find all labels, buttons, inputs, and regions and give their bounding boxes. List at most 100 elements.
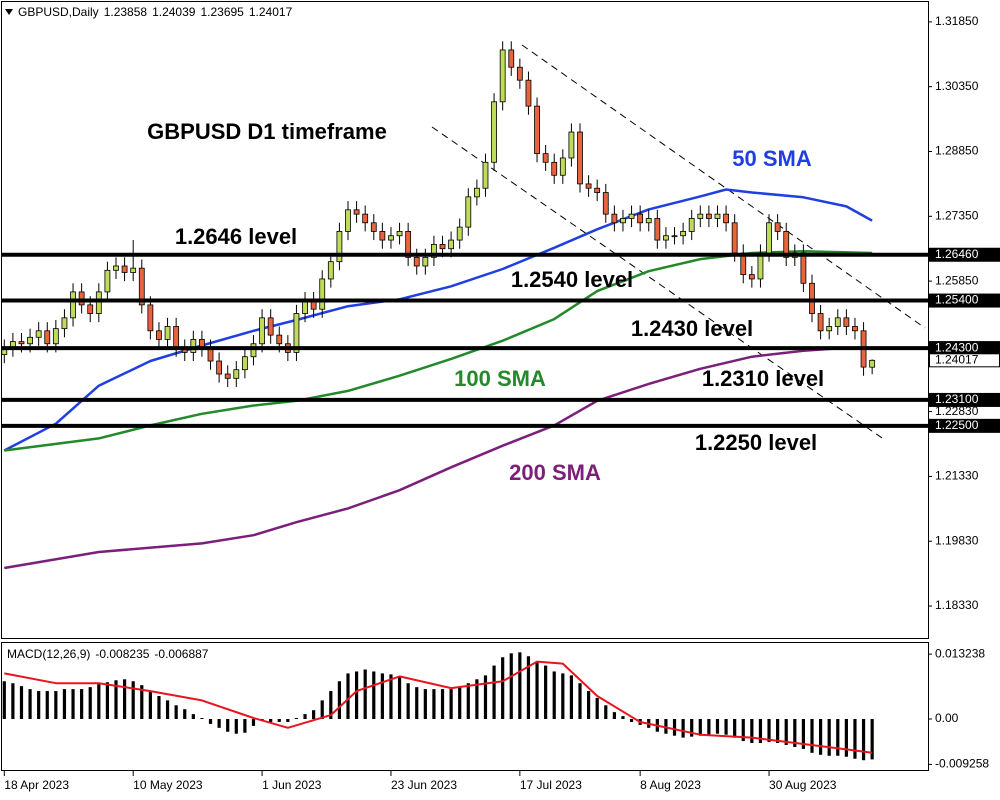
macd-bar [337,681,342,720]
candle-body [800,252,807,284]
chart-annotation: GBPUSD D1 timeframe [147,119,387,144]
sma-line [3,188,873,452]
candle-body [542,153,549,163]
macd-bar [54,691,58,720]
channel-lower [431,126,886,441]
level-price-label: 1.25400 [935,293,979,307]
level-annotation: 1.2430 level [631,316,753,341]
macd-bar [629,719,634,722]
macd-bar [114,680,118,720]
y-tick-label: 1.18330 [935,598,979,612]
candle-body [645,218,652,224]
level-price-box [929,392,1000,407]
candle-body [611,213,618,224]
candle-body [276,334,283,345]
macd-bar [140,685,144,720]
macd-bar [269,719,273,722]
candle-body [688,218,695,232]
candle-body [697,213,704,219]
macd-bar [741,719,745,742]
candle-body [465,196,472,228]
macd-bar [277,719,281,722]
macd-bar [105,682,110,720]
macd-bar [80,689,84,720]
macd-bar [62,689,67,720]
candle-body [714,213,721,219]
x-tick-label: 10 May 2023 [133,778,203,792]
macd-bar [733,719,737,738]
macd-bar [767,719,771,743]
candle-body [577,131,583,185]
candle-body [559,157,566,176]
candle-body [766,222,772,254]
candle-body [852,326,858,332]
candle-body [396,231,403,237]
candle-body [748,274,755,280]
header-value: MACD(12,26,9) [7,647,90,661]
x-tick-label: 30 Aug 2023 [769,778,837,792]
candle-body [491,101,497,163]
macd-bar [11,683,15,720]
macd-bar [690,719,694,737]
frames [1,1,929,771]
macd-bar [380,673,384,720]
macd-bar [312,710,316,720]
header-value: 1.23695 [200,5,244,19]
macd-bar [226,719,230,732]
sma-line [4,346,873,570]
current-price-label: 1.24017 [935,352,979,366]
macd-bar [853,719,857,759]
candle-body [327,261,334,280]
macd-bar [28,689,32,720]
level-annotation: 1.2250 level [695,430,817,455]
macd-bar [492,665,496,720]
y-tick-label: 1.21330 [935,469,979,483]
candle-body [482,161,489,189]
candle-body [783,231,790,258]
candle-body [869,359,876,368]
macd-bar [561,673,565,720]
macd-bar [861,719,866,761]
channel-lines [431,44,926,441]
macd-bar [2,681,6,720]
candle-body [585,183,592,189]
macd-bar [19,686,24,720]
macd-bar [724,719,728,735]
macd-bar [612,712,616,720]
candle-body [345,209,351,232]
macd-bar [715,719,720,734]
macd-bar [303,714,307,720]
macd-bar [449,689,453,720]
y-tick-label: 1.22830 [935,404,979,418]
macd-bar [509,653,513,720]
macd-bar [397,677,402,720]
level-annotation: 1.2310 level [702,366,824,391]
macd-bar [544,665,548,720]
y-tick-label: 1.28850 [935,144,979,158]
candle-body [370,222,377,232]
macd-bar [466,683,470,720]
sma-label: 50 SMA [732,146,812,171]
candle-body [663,235,669,241]
chart-header: GBPUSD,Daily 1.23858 1.24039 1.23695 1.24017 [18,5,293,19]
sma-label: 100 SMA [454,366,546,391]
macd-bar [784,719,788,745]
candle-body [826,326,833,332]
macd-bar [836,719,840,756]
sma-label: 200 SMA [509,460,601,485]
level-price-label: 1.24300 [935,340,979,354]
candle-body [405,231,412,258]
macd-bar [243,719,247,733]
level-annotation: 1.2540 level [511,267,633,292]
candle-body [319,278,326,310]
candle-body [250,343,257,358]
x-tick-label: 18 Apr 2023 [4,778,69,792]
macd-bar [217,719,221,728]
macd-bar [595,697,599,720]
macd-bar [71,689,75,720]
menu-triangle [5,9,13,15]
candle-body [413,256,420,267]
macd-bar [569,675,574,720]
macd-bar [389,674,393,720]
header-value: -0.008235 [95,647,149,661]
